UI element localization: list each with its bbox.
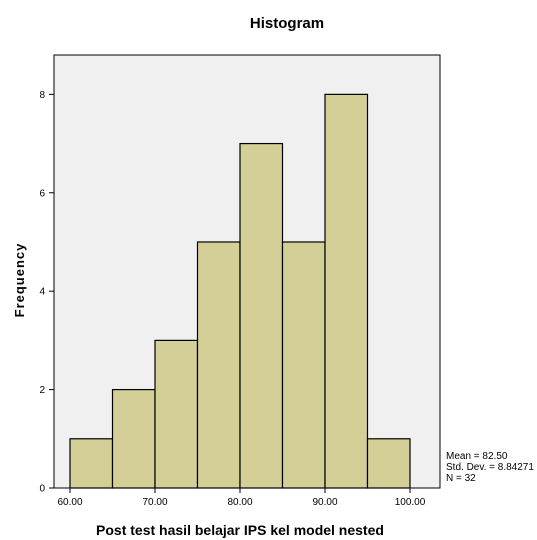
stats-line: Std. Dev. = 8.84271 [446, 462, 534, 473]
stats-line: Mean = 82.50 [446, 451, 508, 462]
bar-0 [69, 438, 114, 489]
x-axis-label: Post test hasil belajar IPS kel model ne… [96, 522, 384, 538]
y-tick-label: 4 [39, 287, 45, 298]
bar-4 [239, 142, 284, 489]
bar-2 [154, 339, 199, 489]
x-axis-ticks: 60.00 70.00 80.00 90.00 100.00 [57, 488, 426, 508]
y-axis-ticks: 0 2 4 6 8 [39, 90, 54, 495]
bar-5 [281, 241, 326, 489]
x-tick-label: 60.00 [57, 497, 82, 508]
bar-1 [111, 388, 156, 489]
x-tick-label: 100.00 [395, 497, 426, 508]
bar-3 [196, 241, 241, 489]
x-tick-label: 80.00 [227, 497, 252, 508]
y-tick-label: 8 [39, 90, 45, 101]
y-tick-label: 2 [39, 385, 45, 396]
bars-group [69, 93, 411, 489]
y-tick-label: 6 [39, 188, 45, 199]
chart-title: Histogram [250, 15, 324, 32]
bar-7 [366, 438, 411, 489]
x-tick-label: 70.00 [142, 497, 167, 508]
y-axis-label: Frequency [12, 243, 27, 318]
bar-6 [324, 93, 369, 489]
x-tick-label: 90.00 [312, 497, 337, 508]
stats-line: N = 32 [446, 473, 476, 484]
y-tick-label: 0 [39, 484, 45, 495]
